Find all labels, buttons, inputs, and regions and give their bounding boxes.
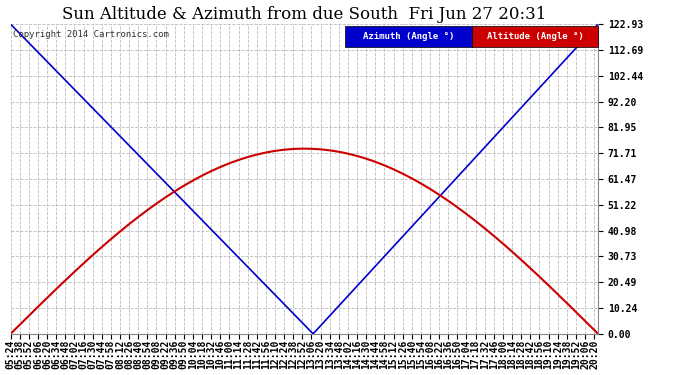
Title: Sun Altitude & Azimuth from due South  Fri Jun 27 20:31: Sun Altitude & Azimuth from due South Fr… [62,6,546,22]
FancyBboxPatch shape [346,26,472,47]
FancyBboxPatch shape [472,26,598,47]
Text: Azimuth (Angle °): Azimuth (Angle °) [363,32,454,41]
Text: Copyright 2014 Cartronics.com: Copyright 2014 Cartronics.com [14,30,169,39]
Text: Altitude (Angle °): Altitude (Angle °) [486,32,583,41]
